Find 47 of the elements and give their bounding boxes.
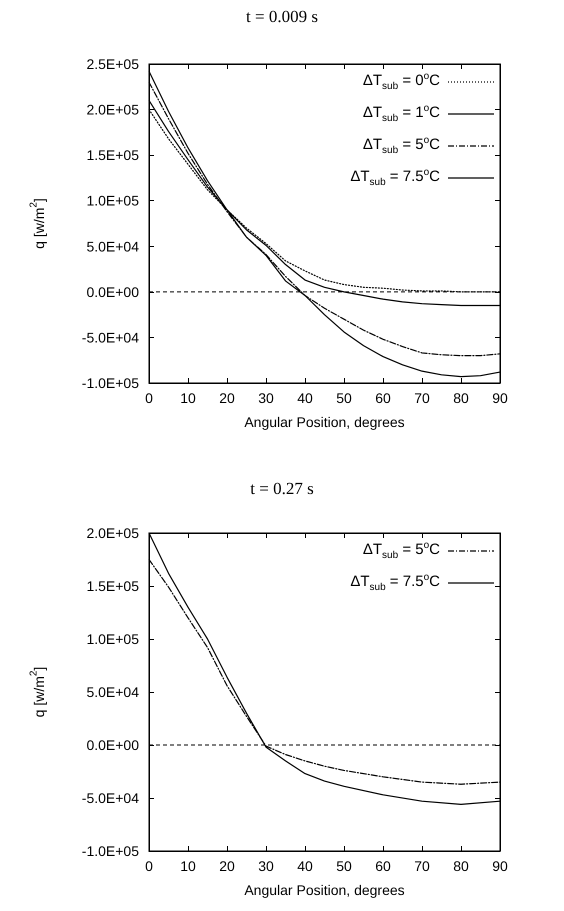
y-tick-label: 1.0E+05 bbox=[86, 192, 140, 209]
x-tick-label: 90 bbox=[492, 858, 508, 874]
y-tick-label: 1.0E+05 bbox=[86, 631, 140, 647]
legend-label: ΔT$_{sub}$ = 7.5$^{o}$C bbox=[350, 166, 440, 190]
x-tick-label: 30 bbox=[258, 390, 274, 406]
chart-title: t = 0.009 s bbox=[246, 7, 318, 26]
y-tick-label: 1.5E+05 bbox=[86, 578, 140, 594]
y-tick-label: 2.5E+05 bbox=[86, 56, 140, 72]
x-tick-label: 60 bbox=[375, 858, 391, 874]
x-tick-label: 90 bbox=[492, 390, 508, 406]
x-tick-label: 30 bbox=[258, 858, 274, 874]
legend-label: ΔT$_{sub}$ = 5$^{o}$C bbox=[362, 134, 440, 158]
x-tick-label: 20 bbox=[219, 390, 235, 406]
y-tick-label: 0.0E+00 bbox=[86, 737, 140, 753]
y-tick-label: -5.0E+04 bbox=[82, 329, 140, 346]
y-tick-label: 1.5E+05 bbox=[86, 147, 140, 164]
x-tick-label: 40 bbox=[297, 858, 313, 874]
x-tick-label: 20 bbox=[219, 858, 235, 874]
x-axis-title: Angular Position, degrees bbox=[244, 882, 405, 898]
x-tick-label: 70 bbox=[414, 858, 430, 874]
y-axis-title: q [w/m2] bbox=[28, 198, 47, 249]
x-tick-label: 0 bbox=[145, 390, 154, 406]
chart-title: t = 0.27 s bbox=[250, 479, 314, 498]
x-tick-label: 80 bbox=[453, 390, 469, 406]
x-tick-label: 50 bbox=[336, 858, 352, 874]
x-tick-label: 40 bbox=[297, 390, 313, 406]
y-tick-label: 0.0E+00 bbox=[86, 284, 140, 300]
x-tick-label: 70 bbox=[414, 390, 430, 406]
x-tick-label: 0 bbox=[145, 858, 154, 874]
y-tick-label: -1.0E+05 bbox=[82, 375, 140, 391]
legend-label: ΔT$_{sub}$ = 5$^{o}$C bbox=[362, 539, 440, 563]
x-tick-label: 60 bbox=[375, 390, 391, 406]
x-tick-label: 50 bbox=[336, 390, 352, 406]
y-tick-label: 2.0E+05 bbox=[86, 102, 140, 118]
legend-label: ΔT$_{sub}$ = 7.5$^{o}$C bbox=[350, 571, 440, 595]
y-tick-label: 2.0E+05 bbox=[86, 525, 140, 541]
y-tick-label: -1.0E+05 bbox=[82, 843, 140, 859]
legend-label: ΔT$_{sub}$ = 1$^{o}$C bbox=[362, 102, 440, 126]
x-axis-title: Angular Position, degrees bbox=[244, 414, 405, 430]
x-tick-label: 80 bbox=[453, 858, 469, 874]
x-tick-label: 10 bbox=[180, 858, 196, 874]
y-axis-title: q [w/m2] bbox=[28, 666, 47, 718]
x-tick-label: 10 bbox=[180, 390, 196, 406]
y-tick-label: 5.0E+04 bbox=[86, 684, 140, 700]
legend-label: ΔT$_{sub}$ = 0$^{o}$C bbox=[362, 70, 440, 94]
y-tick-label: 5.0E+04 bbox=[86, 238, 140, 254]
y-tick-label: -5.0E+04 bbox=[82, 790, 140, 806]
